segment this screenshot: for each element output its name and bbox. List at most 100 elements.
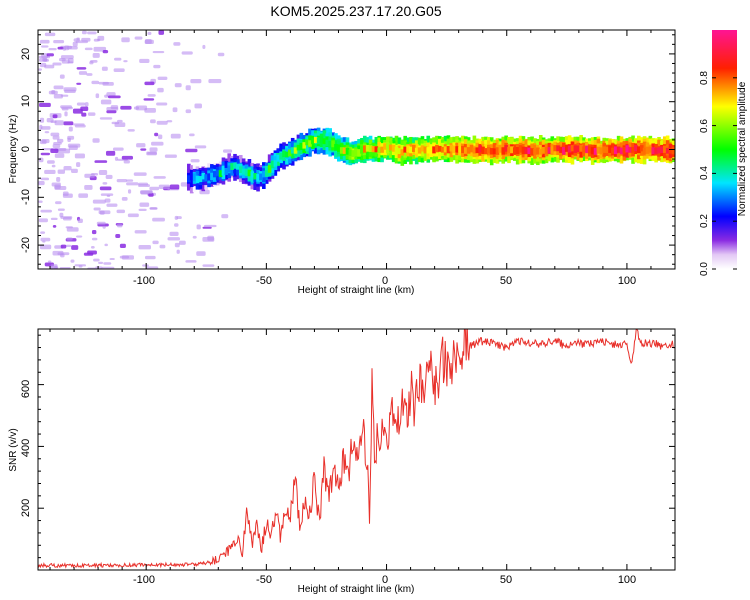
spec-y-tick-label: 20 xyxy=(20,48,32,60)
noise-speckle xyxy=(52,114,58,119)
snr-x-tick-labels: -100 -50 0 50 100 xyxy=(133,574,636,586)
ridge-cell xyxy=(285,151,289,158)
noise-speckle xyxy=(57,148,71,154)
noise-speckle xyxy=(127,129,135,132)
noise-speckle xyxy=(54,120,64,126)
noise-speckle xyxy=(92,199,106,204)
ridge-cell xyxy=(334,144,338,151)
noise-speckle xyxy=(63,87,77,92)
ridge-cell xyxy=(374,146,379,153)
noise-speckle xyxy=(151,141,164,146)
ridge-cell xyxy=(409,146,413,154)
ridge-cell xyxy=(325,139,330,147)
noise-speckle xyxy=(76,235,83,238)
ridge-cell xyxy=(282,151,286,158)
spectrogram-x-axis-label: Height of straight line (km) xyxy=(298,285,415,296)
ridge-cell xyxy=(362,145,367,153)
spectrogram-y-tick-labels: -20 -10 0 10 20 xyxy=(20,48,32,253)
ridge-cell xyxy=(608,145,612,153)
ridge-cell xyxy=(579,144,583,152)
ridge-cell xyxy=(339,147,344,154)
ridge-cell xyxy=(576,145,581,153)
ridge-cell xyxy=(417,147,422,154)
noise-speckle xyxy=(138,208,147,211)
spec-x-tick-label: 50 xyxy=(500,275,512,287)
ridge-cell xyxy=(515,147,520,155)
spec-y-tick-label: 0 xyxy=(20,146,32,152)
noise-speckle xyxy=(153,176,166,179)
noise-speckle xyxy=(94,160,108,163)
noise-speckle xyxy=(185,85,191,91)
snr-series-line xyxy=(38,329,675,569)
ridge-cell xyxy=(521,146,526,155)
ridge-cell xyxy=(446,146,451,154)
noise-speckle xyxy=(99,186,112,191)
noise-speckle xyxy=(95,93,100,99)
ridge-cell xyxy=(244,168,249,177)
ridge-cell xyxy=(616,146,621,153)
ridge-cell xyxy=(305,139,309,146)
ridge-cell xyxy=(420,145,425,152)
noise-speckle xyxy=(66,227,79,232)
noise-speckle xyxy=(40,152,51,156)
ridge-cell xyxy=(455,146,459,153)
ridge-cell xyxy=(357,149,361,157)
noise-speckle xyxy=(59,212,64,218)
noise-speckle xyxy=(46,53,54,57)
noise-speckle xyxy=(42,240,46,243)
noise-speckle xyxy=(64,111,68,117)
noise-speckle xyxy=(152,50,165,54)
ridge-cell xyxy=(596,146,601,154)
snr-y-tick-label: 200 xyxy=(20,499,32,517)
noise-speckle xyxy=(47,260,52,263)
ridge-cell xyxy=(443,146,448,153)
colorbar-label: Normalized spectral amplitude xyxy=(737,81,748,216)
snr-ticks xyxy=(38,329,676,570)
ridge-cell xyxy=(221,169,226,176)
ridge-cell xyxy=(587,146,592,154)
noise-speckle xyxy=(72,41,78,47)
ridge-cell xyxy=(215,169,220,176)
ridge-cell xyxy=(287,149,292,157)
noise-speckle xyxy=(104,243,108,247)
ridge-cell xyxy=(270,160,275,169)
colorbar-tick-label: 0.0 xyxy=(699,262,710,276)
noise-speckle xyxy=(114,57,122,61)
noise-speckle xyxy=(74,124,86,128)
ridge-cell xyxy=(590,147,595,155)
noise-speckle xyxy=(91,80,100,85)
noise-speckle xyxy=(192,235,197,239)
noise-speckle xyxy=(135,105,148,111)
noise-speckle xyxy=(38,200,43,203)
noise-speckle xyxy=(153,64,161,69)
colorbar-ticks xyxy=(712,77,737,270)
noise-speckle xyxy=(158,134,163,140)
noise-speckle xyxy=(57,252,70,256)
noise-speckle xyxy=(203,224,217,228)
noise-speckle xyxy=(102,182,108,185)
ridge-cell xyxy=(331,140,335,148)
noise-speckle xyxy=(104,198,111,203)
noise-speckle xyxy=(53,94,63,99)
noise-speckle xyxy=(105,150,116,156)
noise-speckle xyxy=(152,217,165,222)
ridge-cell xyxy=(351,150,356,157)
snr-y-axis-label: SNR (v/v) xyxy=(8,428,19,471)
spec-x-tick-label: 100 xyxy=(618,275,636,287)
noise-speckle xyxy=(102,49,109,54)
noise-speckle xyxy=(97,35,105,41)
ridge-cell xyxy=(524,146,529,155)
noise-speckle xyxy=(62,193,73,198)
ridge-cell xyxy=(397,148,402,155)
ridge-cell xyxy=(562,147,566,155)
noise-speckle xyxy=(139,58,150,63)
ridge-cell xyxy=(573,145,578,153)
noise-speckle xyxy=(221,214,229,219)
noise-speckle xyxy=(41,126,51,130)
ridge-cell xyxy=(550,146,555,154)
noise-speckle xyxy=(138,182,149,186)
noise-speckle xyxy=(93,38,99,42)
noise-speckle xyxy=(142,264,149,267)
ridge-cell xyxy=(299,142,304,151)
spectrogram-x-tick-labels: -100 -50 0 50 100 xyxy=(133,275,636,287)
